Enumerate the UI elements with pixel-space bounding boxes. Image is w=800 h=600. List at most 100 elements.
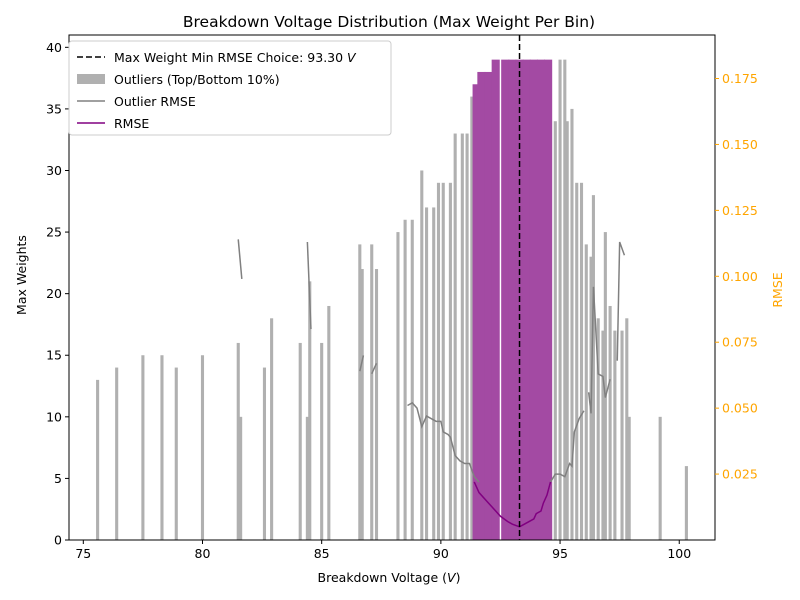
x-tick-label: 100 [667,546,691,561]
y-tick-label: 35 [46,101,62,116]
outlier-rmse-line [407,401,480,483]
axes: 75 80 85 90 95 100 0 5 10 15 20 25 30 35 40 0.025 0.050 0… [46,34,758,561]
selected-bar [522,59,531,540]
outlier-bar [565,121,569,540]
outlier-rmse-line [237,239,243,279]
selected-bar [477,71,486,540]
legend-outlier-rmse-label: Outlier RMSE [114,94,196,109]
outlier-bar [658,416,662,540]
y-tick-label-right: 0.050 [722,401,758,416]
x-tick-label: 75 [75,546,91,561]
outlier-bar [236,342,240,540]
outlier-bar [625,318,629,540]
outlier-bar [553,121,557,540]
y-tick-label: 30 [46,163,62,178]
y-tick-label: 15 [46,348,62,363]
outlier-bar [270,318,274,540]
selected-bar [472,84,481,540]
outlier-bar [305,416,309,540]
y-tick-label-right: 0.125 [722,203,758,218]
outlier-bar [360,269,364,540]
selected-bar [491,59,500,540]
outlier-bar [425,207,429,540]
y-tick-label: 25 [46,225,62,240]
outlier-bar [403,219,407,540]
outlier-bar [608,305,612,540]
outlier-bar [453,133,457,540]
rmse-line [473,481,552,528]
outlier-bar [465,133,469,540]
outlier-bar [627,416,631,540]
selected-bar [544,59,553,540]
y-axis-label: Max Weights [14,235,29,315]
outlier-bar [160,355,164,540]
outlier-bar [620,330,624,540]
legend-vline-label: Max Weight Min RMSE Choice: 93.30 V [114,50,357,65]
selected-bar [501,59,510,540]
y-tick-label: 5 [54,471,62,486]
outlier-bar [358,244,362,540]
outlier-rmse-line [359,355,365,372]
outlier-bar [596,318,600,540]
y-tick-label-right: 0.175 [722,71,758,86]
outlier-bar [441,182,445,540]
selected-bar [484,71,493,540]
outlier-bar [470,96,474,541]
outlier-bar [613,330,617,540]
rmse-lines [237,239,626,528]
x-tick-label: 90 [433,546,449,561]
selected-bar [508,59,517,540]
outlier-bar [448,182,452,540]
outlier-bar [563,59,567,540]
legend-outlier-swatch [77,74,105,84]
y-tick-label-right: 0.150 [722,137,758,152]
outlier-rmse-line [371,363,378,375]
outlier-bar [684,466,688,540]
outlier-rmse-line [306,241,312,330]
selected-bar [536,59,546,540]
outlier-rmse-line [616,241,626,361]
y-tick-label-right: 0.025 [722,467,758,482]
x-tick-label: 85 [314,546,330,561]
y-tick-label-right: 0.075 [722,335,758,350]
legend-outlier-label: Outliers (Top/Bottom 10%) [114,72,280,87]
outlier-bar [200,355,205,540]
outlier-bar [174,367,178,540]
outlier-rmse-line [587,286,611,414]
outlier-bar [320,342,324,540]
outlier-bar [141,355,145,540]
outlier-bar [575,182,579,540]
selected-bars [472,59,553,540]
outlier-bar [460,133,464,540]
outlier-bar [327,305,331,540]
outlier-rmse-line [549,410,585,483]
outlier-bar [410,219,414,540]
outlier-bar [591,195,595,540]
y-axis-label-right: RMSE [770,272,785,307]
x-tick-label: 80 [195,546,211,561]
chart-title: Breakdown Voltage Distribution (Max Weig… [183,13,595,31]
outlier-bar [374,269,379,540]
plot-frame [68,34,716,541]
selected-bar [529,59,538,540]
outlier-bar [570,108,574,540]
y-tick-label: 40 [46,40,62,55]
legend: Max Weight Min RMSE Choice: 93.30 V Outl… [68,40,392,136]
outlier-bar [262,367,267,540]
y-tick-label: 10 [46,409,62,424]
outlier-bar [396,232,400,540]
outlier-bar [603,232,607,540]
legend-box [68,40,392,136]
y-tick-label: 20 [46,286,62,301]
y-tick-label: 0 [54,533,62,548]
outlier-bar [115,367,119,540]
outlier-bar [308,281,312,540]
outlier-bar [601,330,605,540]
outlier-bar [420,170,424,541]
outlier-bar [584,244,588,540]
y-tick-label-right: 0.100 [722,269,758,284]
outlier-bar [579,182,584,540]
outlier-bar [298,342,302,540]
outlier-bar [96,379,100,540]
